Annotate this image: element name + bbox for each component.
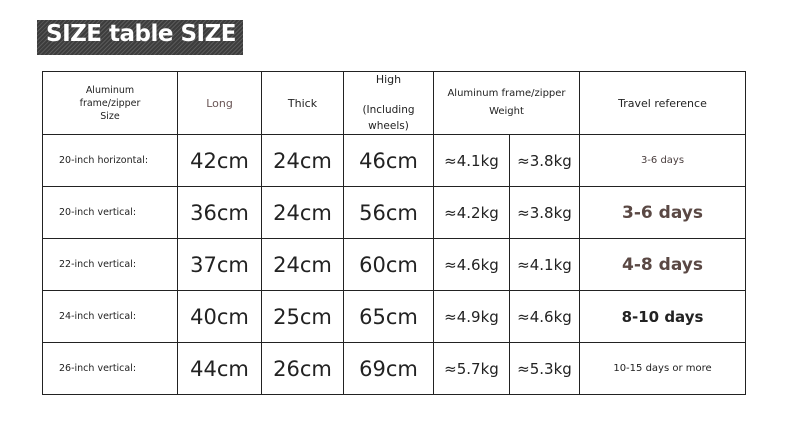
travel-cell: 8-10 days xyxy=(579,290,746,343)
thick-cell: 24cm xyxy=(261,238,344,291)
long-cell: 44cm xyxy=(177,342,262,395)
header-size: Aluminum frame/zipper Size xyxy=(42,71,178,135)
weight-aluminum-cell: ≈4.6kg xyxy=(433,238,510,291)
size-table: Aluminum frame/zipper Size Long Thick High… xyxy=(42,71,746,395)
table-row: 20-inch horizontal: 42cm 24cm 46cm ≈4.1kg ≈3.… xyxy=(42,134,746,187)
size-cell: 22-inch vertical: xyxy=(42,238,178,291)
table-row: 22-inch vertical: 37cm 24cm 60cm ≈4.6kg ≈4.1k… xyxy=(42,238,746,291)
travel-cell: 3-6 days xyxy=(579,186,746,239)
page-title: SIZE table SIZE xyxy=(46,21,237,47)
weight-zipper-cell: ≈4.1kg xyxy=(509,238,580,291)
weight-aluminum-cell: ≈4.1kg xyxy=(433,134,510,187)
travel-cell: 10-15 days or more xyxy=(579,342,746,395)
weight-zipper-cell: ≈3.8kg xyxy=(509,186,580,239)
weight-aluminum-cell: ≈4.9kg xyxy=(433,290,510,343)
weight-aluminum-cell: ≈5.7kg xyxy=(433,342,510,395)
long-cell: 40cm xyxy=(177,290,262,343)
weight-aluminum-cell: ≈4.2kg xyxy=(433,186,510,239)
table-row: 20-inch vertical: 36cm 24cm 56cm ≈4.2kg ≈3.8k… xyxy=(42,186,746,239)
thick-cell: 24cm xyxy=(261,134,344,187)
high-cell: 60cm xyxy=(343,238,434,291)
travel-cell: 4-8 days xyxy=(579,238,746,291)
header-thick: Thick xyxy=(261,71,344,135)
header-long: Long xyxy=(177,71,262,135)
table-row: 26-inch vertical: 44cm 26cm 69cm ≈5.7kg ≈5.3k… xyxy=(42,342,746,395)
high-cell: 69cm xyxy=(343,342,434,395)
high-cell: 46cm xyxy=(343,134,434,187)
high-cell: 65cm xyxy=(343,290,434,343)
title-banner: SIZE table SIZE xyxy=(37,20,243,55)
thick-cell: 24cm xyxy=(261,186,344,239)
thick-cell: 25cm xyxy=(261,290,344,343)
header-high: High (Including wheels) xyxy=(343,71,434,135)
thick-cell: 26cm xyxy=(261,342,344,395)
weight-zipper-cell: ≈4.6kg xyxy=(509,290,580,343)
size-cell: 26-inch vertical: xyxy=(42,342,178,395)
table-row: 24-inch vertical: 40cm 25cm 65cm ≈4.9kg ≈4.6k… xyxy=(42,290,746,343)
weight-zipper-cell: ≈3.8kg xyxy=(509,134,580,187)
header-travel: Travel reference xyxy=(579,71,746,135)
header-weight: Aluminum frame/zipper Weight xyxy=(433,71,580,135)
long-cell: 36cm xyxy=(177,186,262,239)
long-cell: 42cm xyxy=(177,134,262,187)
size-cell: 20-inch horizontal: xyxy=(42,134,178,187)
size-cell: 24-inch vertical: xyxy=(42,290,178,343)
header-row: Aluminum frame/zipper Size Long Thick High… xyxy=(42,71,746,135)
travel-cell: 3-6 days xyxy=(579,134,746,187)
weight-zipper-cell: ≈5.3kg xyxy=(509,342,580,395)
high-cell: 56cm xyxy=(343,186,434,239)
long-cell: 37cm xyxy=(177,238,262,291)
size-cell: 20-inch vertical: xyxy=(42,186,178,239)
